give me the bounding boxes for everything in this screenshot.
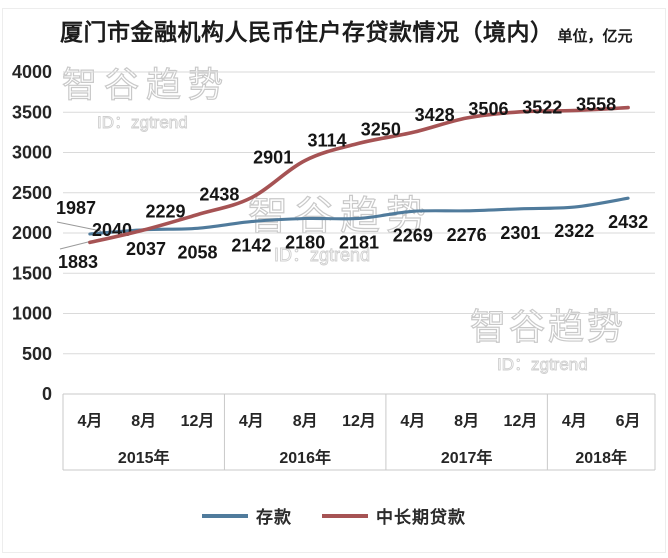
y-axis-tick: 500 bbox=[22, 344, 52, 364]
x-axis-year-label: 2016年 bbox=[279, 448, 331, 467]
data-label: 2432 bbox=[608, 212, 648, 232]
y-axis-tick: 3000 bbox=[12, 143, 52, 163]
x-axis-year-label: 2017年 bbox=[441, 448, 493, 467]
legend-item-deposits: 存款 bbox=[202, 503, 292, 528]
x-axis-month-label: 6月 bbox=[616, 412, 641, 430]
x-axis-year-label: 2015年 bbox=[118, 448, 170, 467]
legend-label: 存款 bbox=[256, 508, 292, 527]
data-label: 3522 bbox=[522, 97, 562, 117]
data-label: 2269 bbox=[393, 225, 433, 245]
data-label: 2142 bbox=[231, 236, 271, 256]
unit-label: 单位，亿元 bbox=[557, 28, 633, 45]
legend-line-swatch bbox=[202, 513, 248, 518]
data-label: 1987 bbox=[56, 198, 96, 218]
y-axis-tick: 3500 bbox=[12, 102, 52, 122]
data-label: 2058 bbox=[178, 242, 218, 262]
x-axis-month-label: 8月 bbox=[454, 412, 479, 430]
data-label: 1883 bbox=[58, 252, 98, 272]
data-label: 2229 bbox=[146, 202, 186, 222]
data-label: 2276 bbox=[447, 225, 487, 245]
y-axis-tick: 4000 bbox=[12, 62, 52, 82]
x-axis-month-label: 4月 bbox=[400, 412, 425, 430]
x-axis-month-label: 4月 bbox=[77, 412, 102, 430]
legend-item-loans: 中长期贷款 bbox=[322, 503, 466, 528]
x-axis-month-label: 4月 bbox=[562, 412, 587, 430]
x-axis-month-label: 8月 bbox=[293, 412, 318, 430]
legend-line-swatch bbox=[322, 513, 368, 518]
deposits-line bbox=[88, 196, 630, 236]
x-axis-month-label: 12月 bbox=[504, 412, 538, 430]
legend-label: 中长期贷款 bbox=[376, 508, 466, 527]
data-label: 2438 bbox=[199, 185, 239, 205]
callout-leader-deposits bbox=[56, 221, 102, 232]
loans-line bbox=[88, 105, 630, 245]
data-label: 3428 bbox=[415, 105, 455, 125]
x-axis-year-label: 2018年 bbox=[575, 448, 627, 467]
data-label: 2180 bbox=[285, 233, 325, 253]
data-label: 3558 bbox=[576, 95, 616, 115]
y-axis-tick: 0 bbox=[42, 384, 52, 404]
x-axis-month-label: 8月 bbox=[131, 412, 156, 430]
y-axis-tick: 2000 bbox=[12, 223, 52, 243]
data-label: 2037 bbox=[126, 239, 166, 259]
x-axis-month-label: 12月 bbox=[342, 412, 376, 430]
chart-title: 厦门市金融机构人民币住户存贷款情况（境内） bbox=[60, 19, 554, 45]
y-axis-tick: 1500 bbox=[12, 263, 52, 283]
x-axis-month-label: 12月 bbox=[181, 412, 215, 430]
data-label: 2301 bbox=[500, 223, 540, 243]
y-axis-tick: 2500 bbox=[12, 183, 52, 203]
chart-legend: 存款 中长期贷款 bbox=[0, 503, 668, 528]
data-label: 3506 bbox=[468, 99, 508, 119]
x-axis-month-label: 4月 bbox=[239, 412, 264, 430]
data-label: 2322 bbox=[554, 221, 594, 241]
data-label: 3114 bbox=[307, 130, 346, 150]
chart-title-row: 厦门市金融机构人民币住户存贷款情况（境内） 单位，亿元 bbox=[60, 17, 633, 48]
data-label: 3250 bbox=[361, 119, 401, 139]
data-label: 2901 bbox=[253, 147, 293, 167]
y-axis-tick: 1000 bbox=[12, 304, 52, 324]
data-label: 2181 bbox=[339, 232, 379, 252]
